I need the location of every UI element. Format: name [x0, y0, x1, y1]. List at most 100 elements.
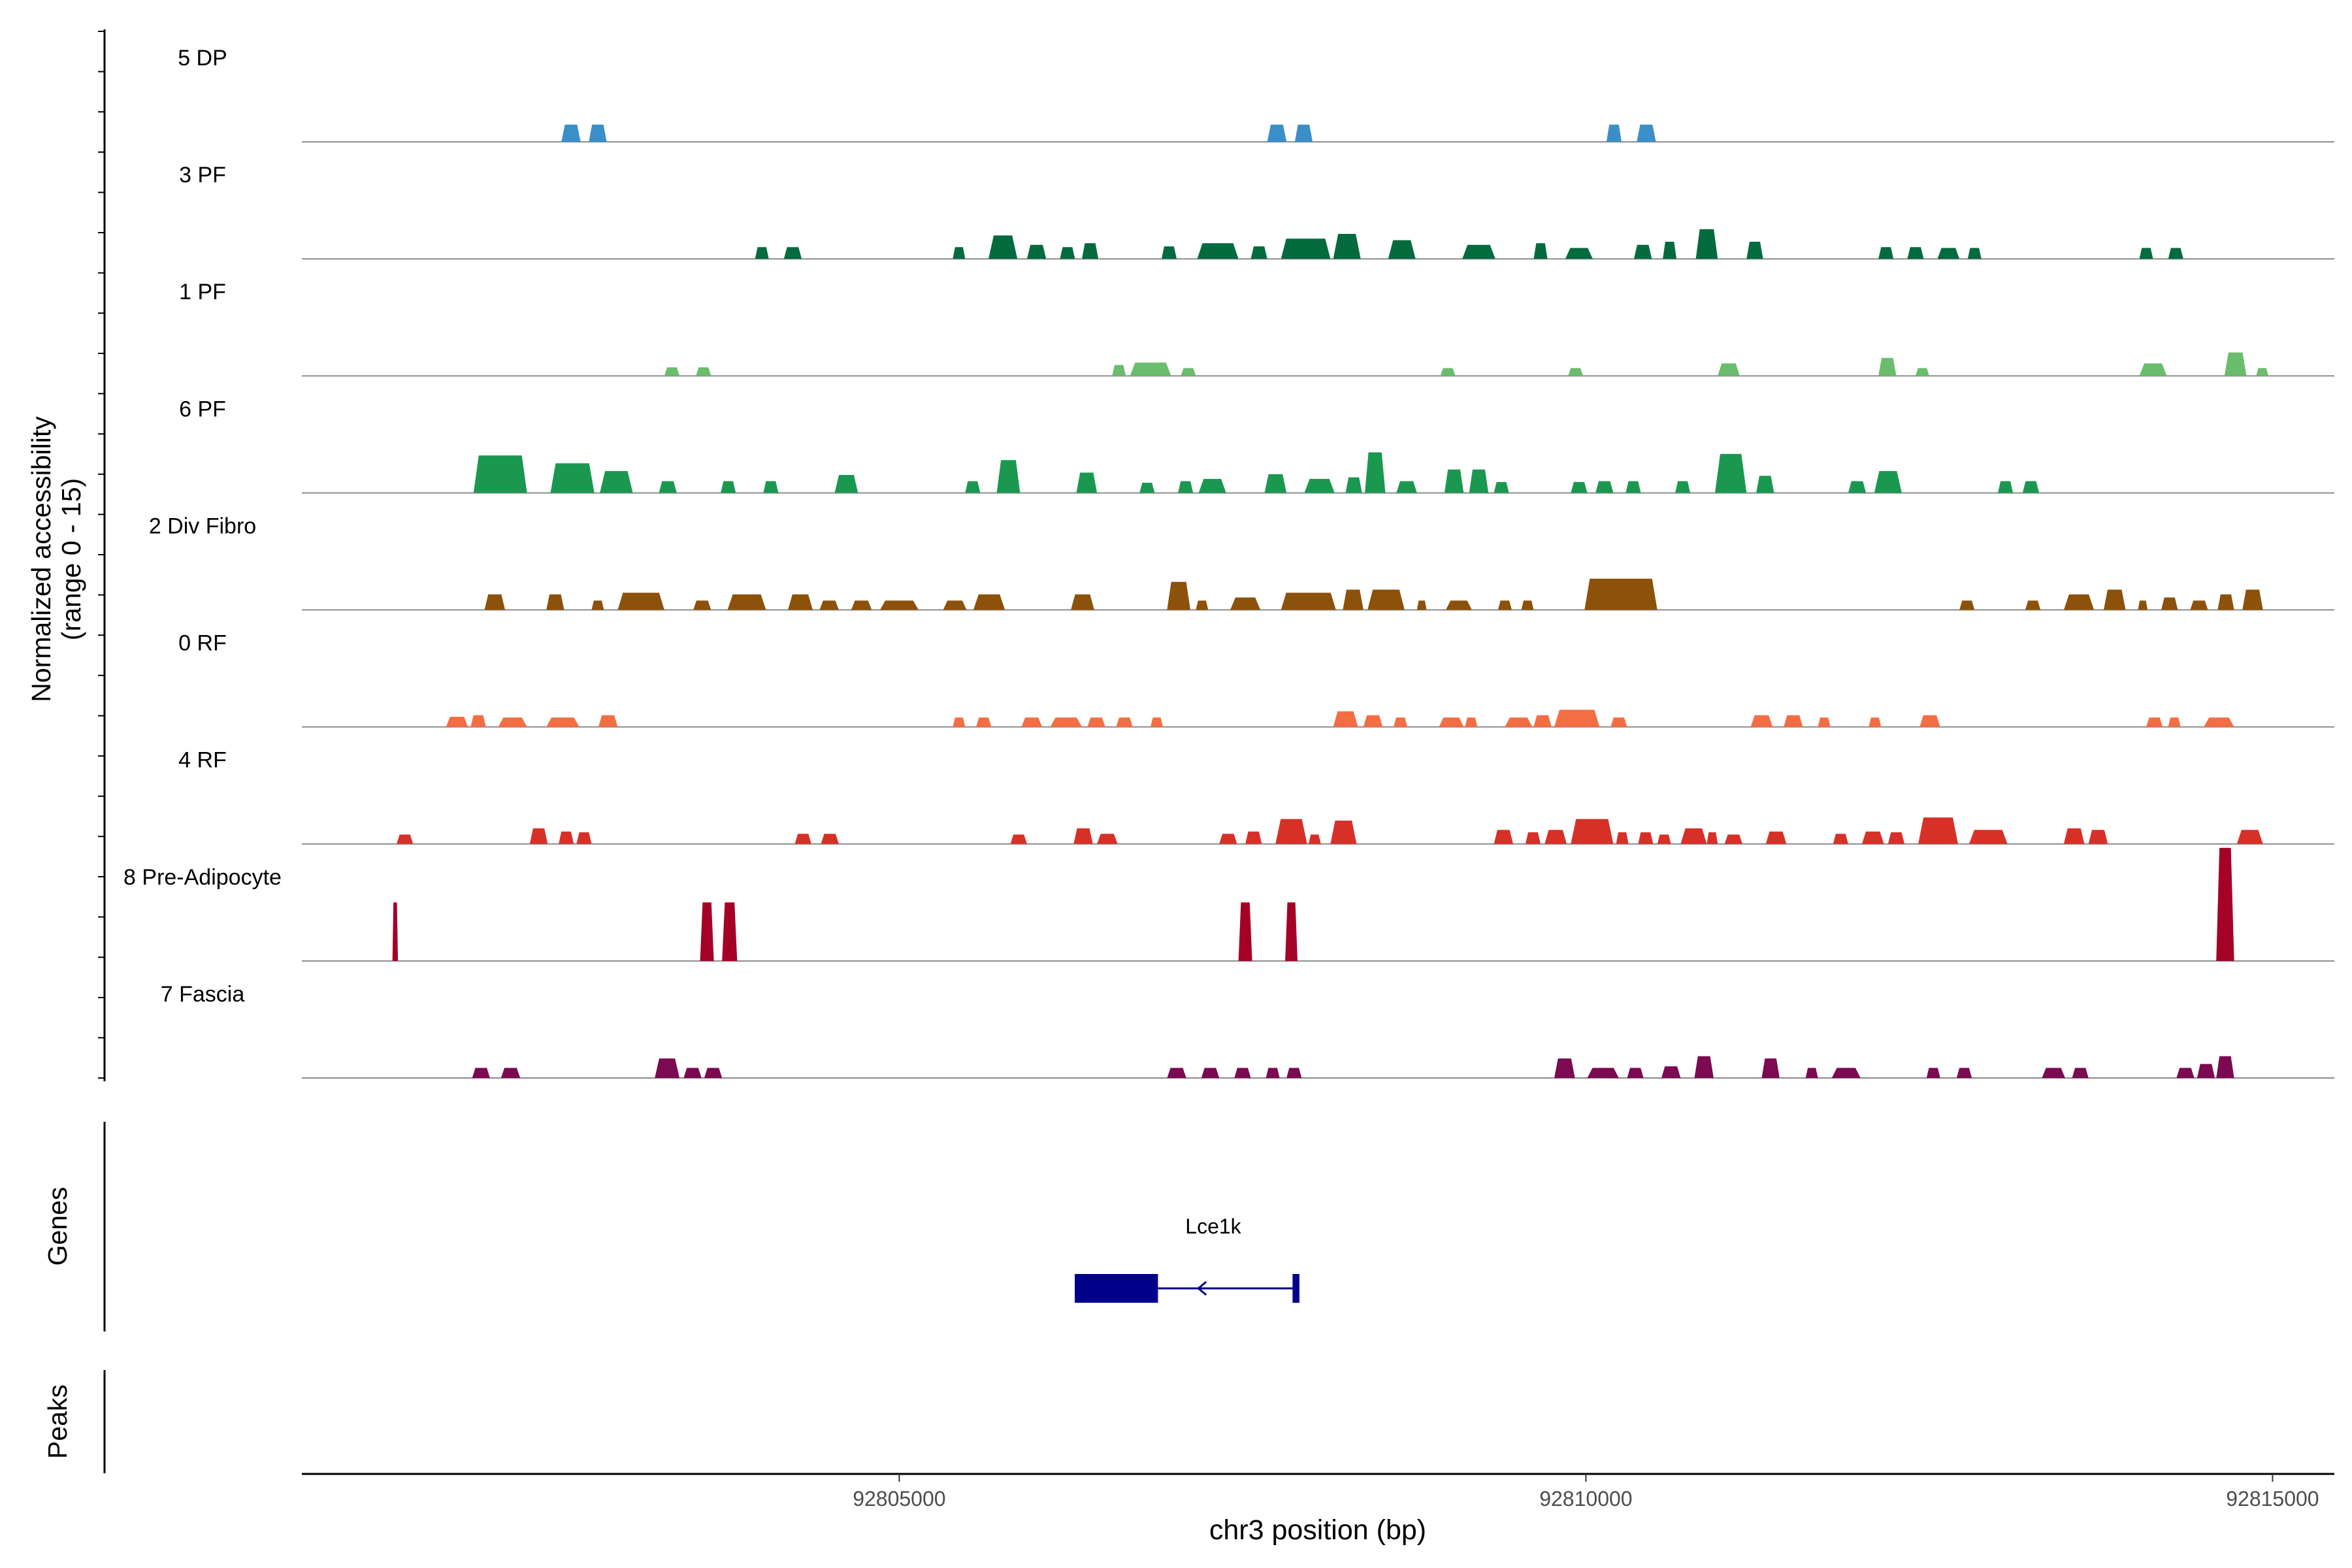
track-label: 5 DP [178, 46, 227, 71]
coverage-peak [1178, 481, 1194, 493]
coverage-peak [965, 481, 981, 493]
coverage-peak [1968, 830, 2008, 844]
coverage-peak [655, 1058, 680, 1078]
coverage-peak [794, 834, 811, 844]
coverage-peak [1201, 1068, 1220, 1078]
coverage-peak [953, 717, 966, 727]
coverage-peak [1112, 365, 1126, 376]
coverage-peak [2022, 481, 2040, 493]
gene-annotation-track: Lce1k [1075, 1215, 1299, 1303]
strand-arrow [1196, 1281, 1207, 1296]
coverage-peak [2256, 368, 2269, 376]
gene-exon [1292, 1274, 1299, 1303]
coverage-peak [2139, 363, 2167, 376]
x-tick-label: 92815000 [2226, 1487, 2319, 1511]
coverage-peak [2217, 594, 2234, 610]
y-axis-sublabel: (range 0 - 15) [56, 478, 86, 640]
coverage-peak [1680, 828, 1707, 844]
coverage-peak [1285, 902, 1298, 961]
coverage-peak [700, 902, 714, 961]
x-axis-ticks: 92805000 92810000 92815000 [853, 1474, 2319, 1511]
coverage-peak [1139, 482, 1155, 493]
coverage-peak [976, 717, 992, 727]
genes-panel-label: Genes [42, 1187, 73, 1266]
coverage-peak [988, 235, 1018, 259]
coverage-peak [1275, 819, 1307, 844]
coverage-peak [1197, 243, 1239, 259]
coverage-peak [1010, 834, 1027, 844]
coverage-peak [973, 594, 1005, 610]
coverage-peak [2176, 1068, 2195, 1078]
coverage-peak [1565, 248, 1593, 259]
coverage-peak [727, 594, 766, 610]
coverage-peak [1497, 600, 1512, 610]
track-label: 8 Pre-Adipocyte [123, 865, 282, 890]
coverage-peak [1571, 482, 1588, 493]
coverage-peak [2168, 248, 2183, 259]
coverage-peak [953, 247, 966, 259]
coverage-tracks: 5 DP 3 PF 1 PF 6 PF 2 Div Fibro 0 RF 4 RF 8 Pre… [123, 46, 2334, 1079]
coverage-peak [2072, 1068, 2089, 1078]
coverage-peak [1396, 481, 1417, 493]
coverage-peak [1234, 1068, 1251, 1078]
coverage-peak [2025, 600, 2041, 610]
coverage-peak [1076, 472, 1098, 493]
coverage-peak [2138, 600, 2148, 610]
coverage-peak [1715, 453, 1747, 493]
track-5: 2 Div Fibro [149, 514, 2334, 611]
coverage-peak [1805, 1068, 1818, 1078]
coverage-peak [1097, 834, 1118, 844]
coverage-peak [1918, 817, 1958, 844]
coverage-peak [1230, 597, 1261, 610]
coverage-peak [1915, 368, 1929, 376]
coverage-peak [576, 832, 592, 844]
coverage-peak [1756, 476, 1774, 493]
coverage-peak [617, 593, 664, 610]
coverage-peak [1861, 831, 1884, 844]
coverage-peak [1416, 600, 1427, 610]
coverage-peak [1026, 244, 1047, 259]
coverage-peak [392, 902, 399, 961]
coverage-peak [1333, 234, 1361, 259]
coverage-peak [1998, 481, 2014, 493]
coverage-peak [589, 124, 607, 142]
coverage-peak [1637, 124, 1656, 142]
coverage-peak [1167, 581, 1190, 610]
coverage-peak [1675, 481, 1691, 493]
coverage-peak [1365, 452, 1386, 493]
track-label: 1 PF [179, 280, 226, 304]
coverage-peak [2216, 847, 2234, 961]
track-6: 0 RF [178, 631, 2334, 728]
coverage-peak [1956, 1068, 1972, 1078]
coverage-peak [546, 594, 564, 610]
coverage-peak [1533, 243, 1548, 259]
track-7: 4 RF [178, 748, 2334, 845]
coverage-peak [397, 834, 414, 844]
coverage-peak [550, 463, 595, 493]
coverage-peak [1663, 242, 1677, 259]
track-4: 6 PF [179, 397, 2334, 494]
coverage-peak [529, 828, 548, 844]
coverage-peak [1181, 368, 1196, 376]
track-label: 6 PF [179, 397, 226, 421]
x-tick-label: 92805000 [853, 1487, 945, 1511]
coverage-peak [851, 600, 872, 610]
track-8: 8 Pre-Adipocyte [123, 847, 2334, 962]
coverage-peak [446, 717, 468, 727]
coverage-peak [1304, 479, 1335, 493]
coverage-peak [1831, 1068, 1861, 1078]
coverage-peak [1784, 715, 1803, 727]
coverage-peak [473, 455, 527, 493]
y-axis-label: Normalized accessibility [26, 416, 56, 702]
coverage-peak [755, 247, 769, 259]
coverage-peak [1494, 482, 1509, 493]
coverage-peak [1568, 368, 1584, 376]
coverage-peak [1584, 578, 1658, 610]
coverage-peak [1878, 247, 1894, 259]
coverage-peak [1151, 717, 1163, 727]
coverage-peak [2216, 1056, 2234, 1078]
coverage-y-axis [98, 29, 106, 1081]
coverage-peak [1394, 717, 1408, 727]
coverage-peak [704, 1068, 723, 1078]
